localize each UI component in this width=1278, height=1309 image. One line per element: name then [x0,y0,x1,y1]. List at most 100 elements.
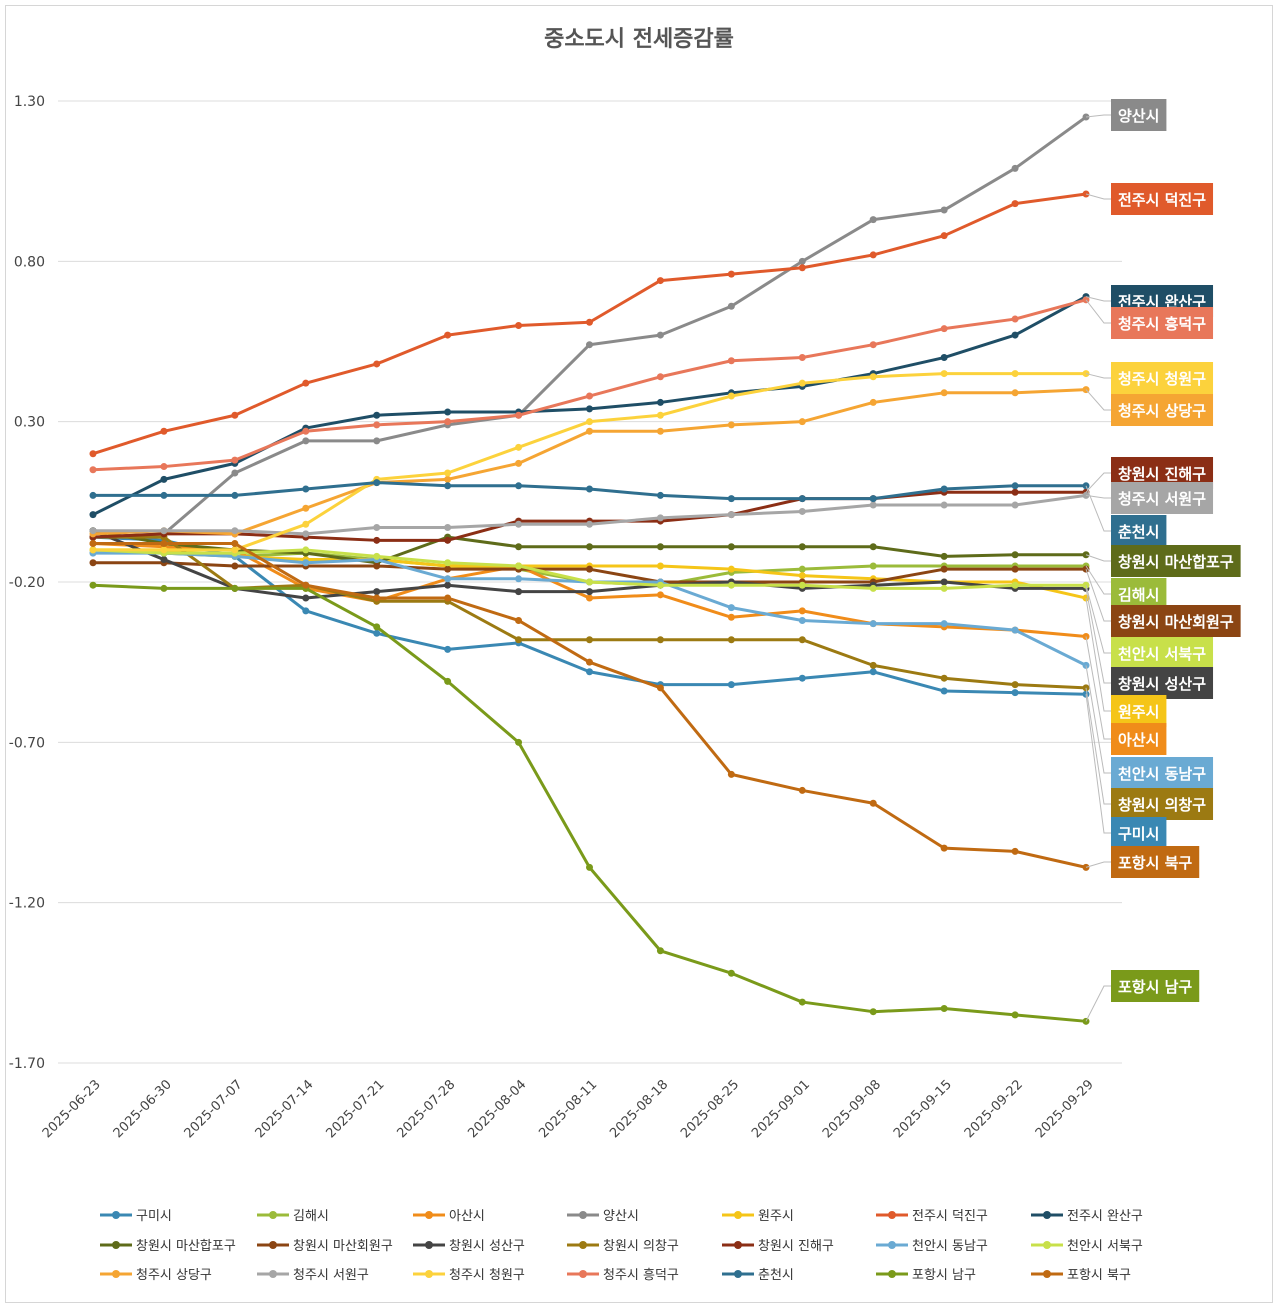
legend-marker [1043,1241,1051,1249]
data-point [798,581,806,589]
legend-item: 창원시 의창구 [567,1239,679,1254]
leader-line [1085,588,1111,684]
data-point [940,552,948,560]
data-point [586,341,593,349]
data-point [1011,488,1019,496]
data-point [515,636,523,644]
end-label-청주시 상당구: 청주시 상당구 [1085,389,1214,426]
legend-item: 창원시 마산회원구 [257,1239,393,1254]
end-label-원주시: 원주시 [1085,597,1167,727]
end-label-포항시 북구: 포항시 북구 [1085,846,1200,878]
data-point [727,302,735,310]
data-point [656,562,664,570]
leader-line [1085,597,1111,712]
data-point [302,546,310,554]
end-label-양산시: 양산시 [1085,99,1167,131]
end-label-전주시 덕진구: 전주시 덕진구 [1085,183,1214,215]
end-label-box [1111,605,1241,637]
data-point [586,520,593,528]
data-point [940,584,948,592]
data-point [89,581,97,589]
legend-label: 창원시 마산회원구 [293,1239,393,1254]
data-point [302,581,310,589]
end-label-text: 청주시 청원구 [1118,370,1206,388]
data-point [373,360,381,368]
data-point [727,270,735,278]
end-label-box [1111,846,1200,878]
data-point [727,604,735,612]
x-tick-label: 2025-08-18 [607,1077,671,1141]
end-label-text: 구미시 [1118,825,1159,843]
data-point [798,607,806,615]
data-point [727,681,735,689]
y-tick-label: 0.30 [14,415,45,431]
legend-item: 창원시 성산구 [413,1239,525,1254]
end-label-box [1111,362,1214,394]
series-line [92,115,1087,539]
data-point [160,427,168,435]
y-tick-label: -1.20 [9,896,45,912]
data-point [869,398,877,406]
leader-line [1085,494,1111,499]
x-tick-label: 2025-09-01 [749,1077,813,1141]
legend-marker [112,1211,120,1219]
data-point [373,629,381,637]
data-point [586,543,593,551]
data-point [869,668,877,676]
legend-label: 원주시 [758,1209,794,1224]
data-point [656,543,664,551]
end-label-포항시 남구: 포항시 남구 [1085,970,1200,1022]
data-point [656,514,664,522]
data-point [444,418,452,426]
data-point [302,485,310,493]
legend-marker [579,1241,587,1249]
data-point [515,459,523,467]
data-point [160,556,168,564]
data-point [373,479,381,487]
data-point [940,687,948,695]
legend-marker [112,1270,120,1278]
data-point [727,969,735,977]
data-point [1011,370,1019,378]
data-point [798,379,806,387]
leader-line [1085,694,1111,834]
legend-label: 구미시 [136,1209,172,1224]
end-label-box [1111,394,1214,426]
data-point [89,546,97,554]
data-point [940,389,948,397]
end-label-box [1111,515,1167,547]
data-point [727,511,735,519]
end-label-text: 청주시 서원구 [1118,490,1206,508]
data-point [444,559,452,567]
data-point [586,418,593,426]
data-point [656,591,664,599]
data-point [444,594,452,602]
data-point [798,616,806,624]
end-label-text: 포항시 북구 [1118,854,1192,872]
data-point [869,1008,877,1016]
data-point [869,251,877,259]
leader-line [1085,299,1111,324]
leader-line [1085,114,1111,118]
series-청주시 흥덕구 [89,296,1090,474]
end-label-창원시 성산구: 창원시 성산구 [1085,588,1214,699]
data-point [302,437,310,445]
data-point [1011,565,1019,573]
data-point [302,607,310,615]
leader-line [1085,193,1111,200]
legend-marker [269,1241,277,1249]
data-point [89,491,97,499]
legend-marker [734,1270,742,1278]
legend-label: 춘천시 [758,1268,794,1283]
end-label-창원시 마산합포구: 창원시 마산합포구 [1085,545,1241,577]
data-point [727,581,735,589]
data-point [727,613,735,621]
end-label-청주시 청원구: 청주시 청원구 [1085,362,1214,394]
data-point [656,373,664,381]
end-label-text: 전주시 덕진구 [1118,191,1206,209]
data-point [89,540,97,548]
data-point [586,427,593,435]
data-point [160,475,168,483]
